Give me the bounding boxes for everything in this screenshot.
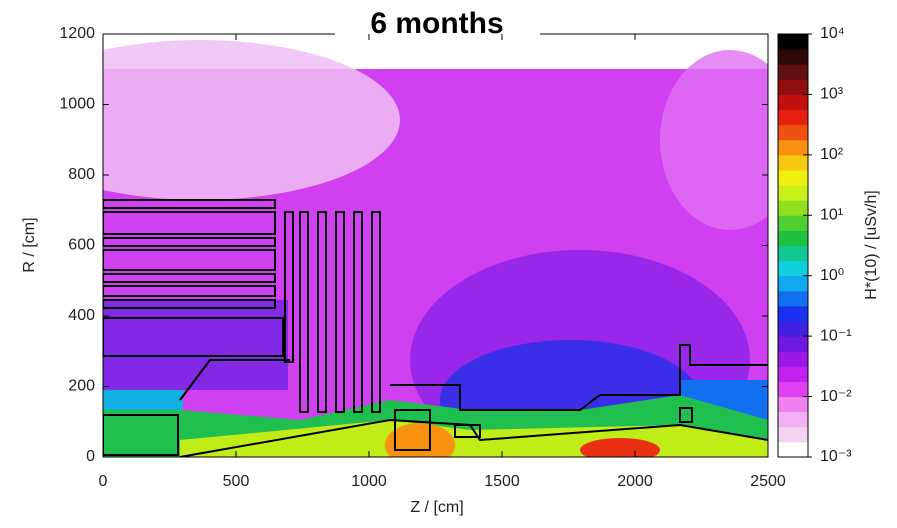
colorbar-band xyxy=(778,110,808,126)
colorbar-band xyxy=(778,276,808,292)
colorbar-band xyxy=(778,79,808,95)
y-tick-label: 600 xyxy=(68,237,95,254)
colorbar-band xyxy=(778,215,808,231)
colorbar-band xyxy=(778,246,808,262)
colorbar-tick-label: 10⁰ xyxy=(820,267,844,284)
colorbar-band xyxy=(778,200,808,216)
colorbar-tick-label: 10⁻¹ xyxy=(820,327,852,344)
x-tick-label: 2000 xyxy=(617,473,653,490)
x-tick-label: 2500 xyxy=(750,473,786,490)
x-tick-label: 1000 xyxy=(351,473,387,490)
y-tick-label: 400 xyxy=(68,307,95,324)
colorbar-tick-label: 10⁻³ xyxy=(820,448,852,465)
colorbar-tick-label: 10⁴ xyxy=(820,25,845,42)
y-tick-label: 0 xyxy=(86,448,95,465)
y-tick-label: 800 xyxy=(68,166,95,183)
colorbar-label: H*(10) / [uSv/h] xyxy=(863,190,880,299)
chart-title: 6 months xyxy=(370,7,503,40)
colorbar-band xyxy=(778,170,808,186)
colorbar-tick-label: 10³ xyxy=(820,86,844,103)
colorbar-band xyxy=(778,366,808,382)
colorbar-band xyxy=(778,397,808,413)
heatmap xyxy=(0,40,800,470)
chart: 6 months Z / [cm] R / [cm] H*(10) / [uSv… xyxy=(0,0,897,523)
heat-region xyxy=(580,438,660,462)
colorbar-band xyxy=(778,230,808,246)
colorbar-band xyxy=(778,261,808,277)
colorbar-band xyxy=(778,427,808,443)
x-tick-label: 500 xyxy=(223,473,250,490)
colorbar-band xyxy=(778,34,808,50)
colorbar-tick-label: 10² xyxy=(820,146,844,163)
colorbar-band xyxy=(778,336,808,352)
colorbar-band xyxy=(778,321,808,337)
colorbar-band xyxy=(778,64,808,80)
x-axis-label: Z / [cm] xyxy=(410,499,463,516)
colorbar-band xyxy=(778,306,808,322)
colorbar-band xyxy=(778,49,808,65)
x-tick-label: 1500 xyxy=(484,473,520,490)
colorbar-band xyxy=(778,140,808,156)
heat-region xyxy=(0,40,400,200)
y-tick-label: 1200 xyxy=(59,25,95,42)
colorbar-band xyxy=(778,381,808,397)
y-tick-label: 200 xyxy=(68,378,95,395)
colorbar-band xyxy=(778,351,808,367)
colorbar-band xyxy=(778,291,808,307)
colorbar-band xyxy=(778,412,808,428)
colorbar-tick-label: 10⁻² xyxy=(820,388,852,405)
x-tick-label: 0 xyxy=(99,473,108,490)
colorbar-band xyxy=(778,94,808,110)
colorbar-band xyxy=(778,155,808,171)
y-axis-label: R / [cm] xyxy=(21,217,38,272)
y-tick-label: 1000 xyxy=(59,96,95,113)
colorbar-tick-label: 10¹ xyxy=(820,207,843,224)
colorbar-band xyxy=(778,185,808,201)
heat-region xyxy=(103,390,183,410)
colorbar-band xyxy=(778,442,808,458)
heat-region xyxy=(103,300,288,390)
colorbar-band xyxy=(778,125,808,141)
